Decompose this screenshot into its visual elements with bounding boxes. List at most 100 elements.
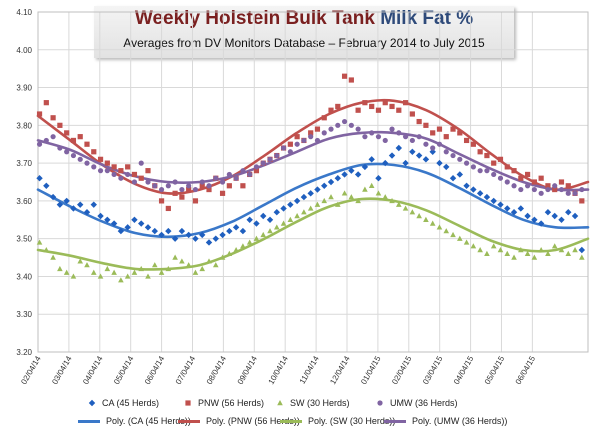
data-point	[321, 130, 327, 136]
data-point	[375, 107, 382, 113]
x-tick-label: 05/04/14	[112, 354, 136, 386]
data-point	[104, 168, 110, 174]
data-point	[111, 164, 117, 170]
data-point	[531, 254, 538, 260]
data-point	[63, 269, 70, 275]
data-point	[510, 209, 518, 216]
data-point	[253, 164, 260, 170]
data-point	[321, 115, 327, 121]
chart-subtitle: Averages from DV Monitors Database – Feb…	[123, 36, 485, 50]
data-point	[138, 175, 144, 181]
data-point	[354, 171, 362, 178]
data-point	[565, 250, 572, 256]
data-point	[91, 149, 97, 155]
data-point	[36, 239, 43, 245]
data-point	[171, 235, 179, 242]
legend-item: Poly. (SW (30 Herds))	[280, 416, 395, 426]
data-point	[308, 134, 314, 140]
data-point	[504, 179, 510, 185]
data-point	[165, 227, 172, 235]
x-tick-label: 01/04/15	[359, 354, 383, 386]
data-point	[301, 137, 307, 144]
data-point	[511, 168, 517, 174]
legend-label: Poly. (CA (45 Herds))	[106, 416, 191, 426]
data-point	[287, 201, 294, 208]
data-point	[369, 103, 375, 110]
data-point	[484, 250, 490, 256]
data-point	[368, 182, 375, 188]
data-point	[348, 194, 355, 200]
legend-marker	[185, 400, 191, 406]
data-point	[104, 216, 111, 223]
data-point	[571, 212, 579, 220]
data-point	[300, 193, 308, 201]
data-point	[558, 216, 565, 223]
data-point	[77, 156, 83, 162]
data-point	[273, 209, 280, 216]
data-point	[118, 175, 124, 181]
data-point	[43, 247, 50, 253]
data-point	[308, 130, 314, 136]
data-point	[436, 224, 443, 230]
data-point	[253, 235, 260, 241]
data-point	[239, 227, 247, 235]
data-point	[138, 160, 144, 166]
data-point	[396, 130, 402, 136]
data-point	[348, 167, 355, 174]
data-point	[57, 265, 63, 272]
data-point	[538, 175, 544, 181]
legend-marker	[377, 400, 383, 406]
data-point	[138, 220, 145, 227]
data-point	[36, 175, 43, 182]
data-point	[497, 201, 504, 208]
data-point	[294, 213, 300, 219]
data-point	[355, 197, 361, 204]
data-point	[280, 205, 287, 212]
y-tick-labels: 3.20 3.30 3.40 3.50 3.60 3.70 3.80 3.90 4.00 4.10	[16, 8, 32, 357]
data-point	[206, 183, 212, 189]
data-point	[179, 186, 185, 193]
data-point	[50, 115, 56, 121]
data-point	[77, 134, 83, 140]
data-point	[531, 179, 537, 185]
data-point	[483, 193, 491, 201]
legend-item: CA (45 Herds)	[82, 398, 159, 408]
data-point	[511, 183, 517, 189]
data-point	[138, 265, 145, 272]
data-point	[531, 216, 538, 223]
data-point	[389, 197, 395, 204]
data-point	[524, 212, 531, 220]
legend-line	[280, 419, 302, 423]
data-point	[212, 262, 219, 268]
legend-marker-shape	[377, 400, 383, 406]
data-point	[423, 216, 429, 222]
legend-line	[178, 419, 200, 423]
data-point	[314, 126, 321, 132]
data-point	[307, 190, 314, 197]
data-point	[572, 247, 578, 253]
data-point	[125, 164, 131, 170]
data-point	[110, 220, 118, 227]
data-point	[294, 141, 300, 147]
data-point	[90, 269, 97, 275]
data-point	[463, 137, 470, 144]
data-point	[524, 250, 531, 256]
data-point	[144, 224, 152, 231]
data-point	[63, 197, 70, 205]
data-point	[416, 134, 422, 140]
data-point	[572, 190, 578, 196]
data-point	[430, 130, 436, 136]
data-point	[476, 190, 484, 197]
data-point	[50, 254, 56, 260]
data-point	[260, 231, 267, 238]
data-point	[233, 247, 239, 253]
x-tick-label: 05/04/15	[483, 354, 507, 386]
data-point	[192, 235, 199, 242]
data-point	[361, 163, 369, 171]
data-point	[375, 134, 382, 140]
x-tick-label: 12/04/14	[328, 354, 352, 386]
data-point	[409, 209, 416, 215]
data-point	[266, 216, 274, 223]
data-point	[219, 190, 226, 196]
data-point	[477, 247, 483, 253]
